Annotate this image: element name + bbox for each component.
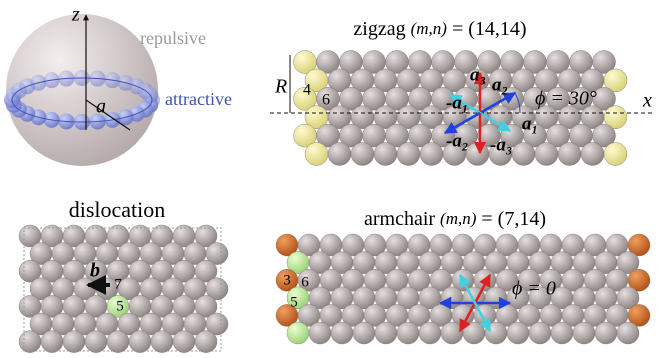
angle-label: ϕ = 30°: [535, 88, 597, 110]
atom: [305, 143, 328, 166]
ring-5: 5: [290, 294, 298, 310]
title-value: = (14,14): [452, 18, 527, 40]
title-label: zigzag: [353, 18, 405, 40]
atom: [351, 143, 374, 166]
atom: [129, 331, 151, 353]
atom: [595, 322, 617, 344]
atom: [287, 322, 309, 344]
atom: [173, 331, 195, 353]
atom: [195, 331, 217, 353]
atom: [529, 322, 551, 344]
z-label: z: [71, 4, 80, 26]
atom: [441, 322, 463, 344]
atom: [397, 143, 420, 166]
ring-6: 6: [322, 92, 330, 109]
ring-3: 3: [283, 272, 291, 288]
atom: [41, 331, 63, 353]
angle-label: ϕ = 0: [512, 278, 556, 300]
atom: [107, 331, 129, 353]
atom: [512, 143, 535, 166]
atom: [558, 143, 581, 166]
atom: [85, 331, 107, 353]
vector-label: a₁: [522, 113, 538, 134]
atom: [397, 322, 419, 344]
atom: [328, 143, 351, 166]
ring-7: 7: [114, 276, 122, 292]
repulsive-label: repulsive: [140, 28, 206, 48]
vector-label: a₂: [492, 74, 508, 95]
title-indices: (m,n): [440, 209, 477, 228]
title-indices: (m,n): [411, 19, 448, 38]
atom: [151, 331, 173, 353]
ring-6: 6: [301, 274, 309, 290]
atom: [419, 322, 441, 344]
ring-5: 5: [116, 298, 124, 314]
x-label: x: [642, 90, 652, 112]
title-value: = (7,14): [481, 208, 546, 230]
title-label: armchair: [364, 208, 435, 230]
armchair-title: armchair (m,n) = (7,14): [364, 208, 546, 230]
ring-4: 4: [303, 82, 311, 99]
atom: [535, 143, 558, 166]
atom: [420, 143, 443, 166]
figure: z repulsive a attractive zigzag (m,n) = …: [0, 0, 660, 353]
atom: [617, 322, 639, 344]
b-label: b: [90, 260, 100, 282]
attractive-label: attractive: [165, 89, 232, 109]
atom: [19, 331, 41, 353]
dislocation-title: dislocation: [69, 197, 166, 222]
atom: [331, 322, 353, 344]
atom: [573, 322, 595, 344]
R-label: R: [274, 76, 287, 98]
atom: [309, 322, 331, 344]
vector-label: a₃: [470, 64, 486, 85]
vector-label: -a₂: [446, 130, 468, 151]
vector-label: -a₃: [490, 134, 512, 155]
atom: [353, 322, 375, 344]
atom: [63, 331, 85, 353]
a-label: a: [96, 96, 106, 118]
vector-label: -a₁: [446, 92, 468, 113]
atom: [374, 143, 397, 166]
atom: [581, 143, 604, 166]
atom: [507, 322, 529, 344]
atom: [466, 143, 489, 166]
zigzag-title: zigzag (m,n) = (14,14): [353, 18, 526, 40]
atom: [463, 322, 485, 344]
atom: [604, 143, 627, 166]
atom: [551, 322, 573, 344]
atom: [375, 322, 397, 344]
